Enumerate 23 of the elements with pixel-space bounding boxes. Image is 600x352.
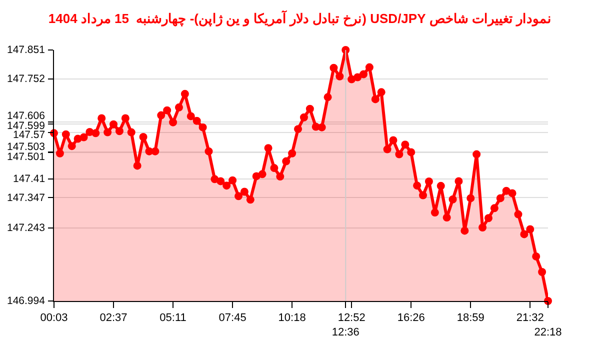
y-tick-label: 147.606 (7, 110, 46, 122)
y-tick-label: 147.599 (7, 120, 46, 132)
x-tick-label: 16:26 (397, 312, 425, 324)
y-tick-label: 147.57 (13, 129, 46, 141)
y-tick-label: 146.994 (7, 295, 46, 307)
y-tick-label: 147.347 (7, 192, 46, 204)
y-tick-label: 147.41 (13, 173, 46, 185)
x-tick-label: 07:45 (218, 312, 246, 324)
x-tick-label: 02:37 (100, 312, 128, 324)
x-tick-label: 12:36 (332, 326, 360, 338)
x-tick-label: 00:03 (40, 312, 68, 324)
x-tick-label: 21:32 (516, 312, 544, 324)
y-tick-label: 147.851 (7, 44, 46, 56)
x-tick-label: 05:11 (160, 312, 186, 324)
y-tick-label: 147.501 (7, 151, 46, 163)
x-tick-label: 12:52 (338, 312, 366, 324)
chart-title: نمودار تغییرات شاخص USD/JPY (نرخ تبادل دلار آمریکا و ین ژاپن)- چهارشنبه 15 مرداد 1404 (48, 10, 552, 28)
y-tick-label: 147.503 (7, 141, 46, 153)
x-tick-label: 22:18 (534, 326, 562, 338)
x-tick-label: 18:59 (456, 312, 484, 324)
y-tick-label: 147.752 (7, 73, 46, 85)
y-tick-label: 147.243 (7, 222, 46, 234)
x-tick-label: 10:18 (278, 312, 306, 324)
